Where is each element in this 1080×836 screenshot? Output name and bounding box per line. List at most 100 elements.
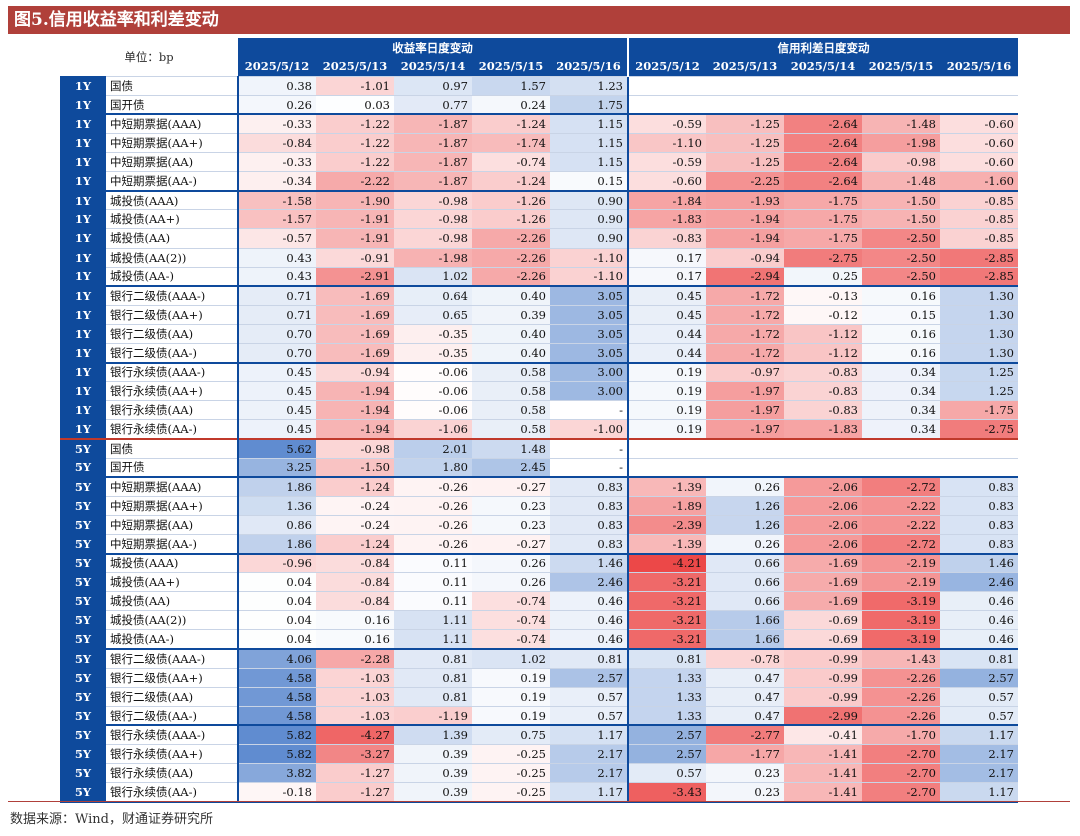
spread-change-cell: -0.60 — [940, 113, 1018, 134]
tenor-cell: 1Y — [60, 75, 106, 96]
yield-change-cell: 0.24 — [472, 94, 550, 115]
yield-change-cell: -0.26 — [394, 476, 472, 497]
empty-spread-cell — [627, 437, 1018, 459]
yield-change-cell: 1.46 — [550, 552, 628, 573]
bond-name-cell: 银行二级债(AA-) — [106, 705, 239, 726]
yield-change-cell: -2.26 — [472, 228, 550, 249]
spread-change-cell: -1.25 — [706, 132, 784, 153]
spread-change-cell: 0.45 — [627, 304, 706, 325]
yield-change-cell: -1.10 — [550, 266, 628, 287]
spread-change-cell: -1.75 — [784, 209, 862, 229]
spread-change-cell: -0.85 — [940, 228, 1018, 249]
yield-change-cell: -0.25 — [472, 763, 550, 783]
spread-change-cell: -0.13 — [784, 285, 862, 306]
spread-change-cell: 0.81 — [940, 647, 1018, 669]
spread-change-cell: -1.12 — [784, 323, 862, 344]
yield-change-cell: -1.00 — [550, 419, 628, 439]
yield-change-cell: 4.58 — [238, 705, 316, 726]
spread-change-cell: -3.21 — [627, 629, 706, 649]
yield-date-header: 2025/5/15 — [472, 57, 550, 77]
bond-name-cell: 中短期票据(AA) — [106, 152, 239, 172]
yield-change-cell: 0.39 — [394, 782, 472, 803]
spread-change-cell: -2.70 — [862, 743, 940, 764]
yield-change-cell: -1.69 — [316, 323, 394, 344]
spread-change-cell: -3.21 — [627, 591, 706, 611]
tenor-cell: 1Y — [60, 304, 106, 325]
spread-change-cell: -0.94 — [706, 247, 784, 268]
yield-change-cell: 0.81 — [394, 647, 472, 669]
table-row: 1Y 银行二级债(AA-) 0.70 -1.69 -0.35 0.40 3.05 0.44 -1… — [60, 342, 1018, 363]
yield-change-cell: 0.58 — [472, 419, 550, 439]
table-row: 1Y 银行二级债(AAA-) 0.71 -1.69 0.64 0.40 3.05 0.45 -1… — [60, 285, 1018, 306]
spread-change-cell: 0.66 — [706, 552, 784, 573]
table-body: 1Y 国债 0.38 -1.01 0.97 1.57 1.23 1Y 国开债 0.26 0.03 0.… — [60, 75, 1018, 803]
yield-change-cell: 0.70 — [238, 323, 316, 344]
bond-name-cell: 城投债(AAA) — [106, 552, 239, 573]
spread-change-cell: -2.50 — [862, 266, 940, 287]
spread-change-cell: -2.06 — [784, 476, 862, 497]
table-row: 1Y 城投债(AA+) -1.57 -1.91 -0.98 -1.26 0.90 -1.83-… — [60, 209, 1018, 229]
yield-change-cell: -1.01 — [316, 75, 394, 96]
tenor-cell: 5Y — [60, 533, 106, 554]
table-row: 5Y 银行二级债(AA) 4.58 -1.03 0.81 0.19 0.57 1.33 0.47… — [60, 686, 1018, 707]
yield-change-cell: -1.87 — [394, 132, 472, 153]
yield-change-cell: 5.62 — [238, 437, 316, 459]
yield-change-cell: 0.83 — [550, 533, 628, 554]
bond-name-cell: 国开债 — [106, 457, 239, 478]
yield-change-cell: 0.26 — [472, 552, 550, 573]
tenor-cell: 5Y — [60, 647, 106, 669]
yield-change-cell: 0.83 — [550, 476, 628, 497]
spread-change-cell: -4.21 — [627, 552, 706, 573]
yield-change-cell: 0.83 — [550, 514, 628, 535]
unit-label: 单位：bp — [60, 38, 238, 77]
bond-name-cell: 银行二级债(AAA-) — [106, 647, 239, 669]
yield-change-cell: 0.38 — [238, 75, 316, 96]
yield-change-cell: -0.26 — [394, 514, 472, 535]
bond-name-cell: 中短期票据(AA+) — [106, 495, 239, 516]
spread-change-cell: -2.50 — [862, 228, 940, 249]
yield-change-cell: 0.23 — [472, 514, 550, 535]
spread-change-cell: -1.83 — [627, 209, 706, 229]
spread-change-cell: -1.69 — [784, 572, 862, 592]
spread-change-cell: -1.50 — [862, 209, 940, 229]
table-row: 1Y 中短期票据(AA) -0.33 -1.22 -1.87 -0.74 1.15 -0.59… — [60, 152, 1018, 172]
yield-change-cell: -0.33 — [238, 152, 316, 172]
bond-name-cell: 银行二级债(AA) — [106, 323, 239, 344]
tenor-cell: 5Y — [60, 763, 106, 783]
yield-change-cell: 0.65 — [394, 304, 472, 325]
yield-change-cell: -1.50 — [316, 457, 394, 478]
spread-change-cell: 0.23 — [706, 782, 784, 803]
yield-change-cell: 0.16 — [316, 629, 394, 649]
bond-name-cell: 城投债(AAA) — [106, 189, 239, 210]
yield-change-cell: -0.26 — [394, 533, 472, 554]
yield-spread-table: 单位：bp 收益率日度变动 信用利差日度变动 2025/5/12 2025/5/1… — [60, 38, 1018, 803]
yield-change-cell: 0.75 — [472, 724, 550, 745]
spread-change-cell: -1.97 — [706, 400, 784, 420]
figure-title: 图5.信用收益率和利差变动 — [8, 6, 1070, 34]
bond-name-cell: 城投债(AA) — [106, 591, 239, 611]
tenor-cell: 1Y — [60, 323, 106, 344]
yield-change-cell: -4.27 — [316, 724, 394, 745]
spread-change-cell: 1.17 — [940, 724, 1018, 745]
yield-change-cell: 3.25 — [238, 457, 316, 478]
yield-change-cell: -2.28 — [316, 647, 394, 669]
yield-change-cell: 0.23 — [472, 495, 550, 516]
yield-change-cell: 2.01 — [394, 437, 472, 459]
spread-change-cell: -1.12 — [784, 342, 862, 363]
yield-change-cell: -0.35 — [394, 342, 472, 363]
spread-change-cell: -0.41 — [784, 724, 862, 745]
spread-change-cell: -1.69 — [784, 591, 862, 611]
spread-change-cell: 0.83 — [940, 495, 1018, 516]
tenor-cell: 5Y — [60, 610, 106, 630]
spread-change-cell: 0.44 — [627, 342, 706, 363]
spread-change-cell: -0.59 — [627, 152, 706, 172]
yield-change-cell: 1.80 — [394, 457, 472, 478]
spread-change-cell: -2.06 — [784, 533, 862, 554]
yield-change-cell: -1.10 — [550, 247, 628, 268]
tenor-cell: 5Y — [60, 667, 106, 688]
yield-change-cell: -1.87 — [394, 171, 472, 191]
yield-change-cell: 0.45 — [238, 361, 316, 382]
yield-date-header: 2025/5/12 — [238, 57, 316, 77]
yield-change-cell: -1.94 — [316, 400, 394, 420]
spread-change-cell: 0.19 — [627, 400, 706, 420]
